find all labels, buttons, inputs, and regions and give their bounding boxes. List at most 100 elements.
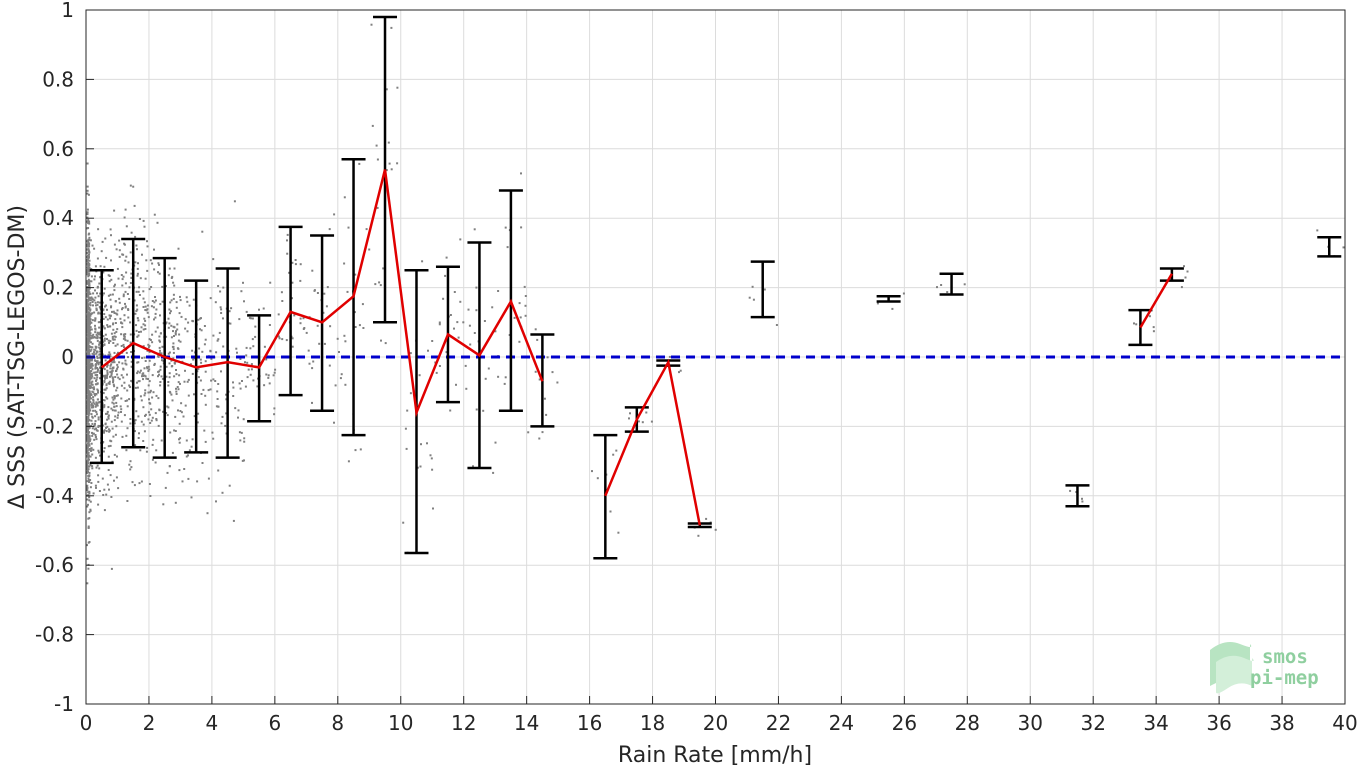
scatter-point	[90, 275, 93, 278]
scatter-point	[167, 352, 170, 355]
scatter-point	[294, 263, 297, 266]
scatter-point	[204, 360, 207, 363]
scatter-point	[145, 377, 148, 380]
scatter-point	[175, 301, 178, 304]
scatter-point	[87, 227, 90, 229]
scatter-point	[158, 373, 160, 376]
scatter-point	[714, 528, 717, 531]
scatter-point	[150, 286, 153, 288]
scatter-point	[142, 297, 145, 300]
scatter-point	[95, 486, 97, 489]
scatter-point	[254, 335, 257, 338]
scatter-point	[149, 339, 152, 341]
scatter-point	[168, 322, 171, 325]
scatter-point	[361, 303, 364, 306]
scatter-point	[245, 346, 248, 349]
scatter-point	[151, 333, 154, 336]
scatter-point	[155, 418, 158, 420]
scatter-point	[160, 375, 163, 378]
scatter-point	[123, 387, 126, 390]
scatter-point	[336, 337, 339, 340]
scatter-point	[87, 325, 90, 328]
scatter-point	[114, 322, 117, 324]
scatter-point	[86, 293, 89, 295]
scatter-point	[158, 409, 161, 412]
scatter-point	[462, 321, 465, 324]
scatter-point	[376, 158, 379, 161]
scatter-point	[288, 271, 291, 274]
scatter-point	[86, 385, 89, 388]
scatter-point	[99, 454, 101, 457]
scatter-point	[153, 362, 156, 365]
scatter-point	[88, 263, 91, 265]
scatter-point	[159, 381, 162, 383]
scatter-point	[1152, 326, 1155, 329]
scatter-point	[144, 277, 147, 280]
scatter-point	[89, 464, 92, 467]
scatter-point	[118, 255, 121, 258]
scatter-point	[181, 480, 184, 483]
scatter-point	[153, 213, 156, 216]
scatter-point	[504, 376, 507, 379]
logo-line-1: smos	[1262, 646, 1308, 668]
scatter-point	[112, 359, 115, 362]
scatter-point	[87, 442, 89, 445]
scatter-point	[88, 424, 91, 427]
scatter-point	[291, 281, 294, 284]
scatter-point	[110, 360, 113, 363]
scatter-point	[110, 278, 113, 281]
scatter-point	[118, 378, 121, 381]
scatter-point	[159, 303, 162, 306]
scatter-point	[88, 266, 91, 269]
scatter-point	[86, 405, 89, 408]
scatter-point	[323, 342, 326, 345]
scatter-point	[354, 449, 357, 452]
scatter-point	[177, 409, 179, 412]
scatter-point	[123, 319, 126, 322]
scatter-point	[139, 277, 142, 280]
scatter-point	[175, 330, 177, 333]
scatter-point	[112, 402, 115, 405]
scatter-point	[106, 425, 109, 428]
scatter-point	[86, 273, 89, 276]
scatter-point	[90, 348, 93, 351]
scatter-point	[87, 249, 90, 252]
scatter-point	[121, 278, 124, 281]
scatter-point	[91, 319, 94, 322]
scatter-point	[96, 376, 99, 379]
scatter-point	[281, 338, 284, 341]
scatter-point	[122, 293, 125, 296]
scatter-point	[138, 294, 141, 296]
scatter-point	[258, 308, 260, 311]
scatter-point	[114, 335, 117, 338]
scatter-point	[91, 364, 94, 367]
scatter-point	[151, 341, 154, 344]
scatter-point	[110, 567, 113, 570]
scatter-point	[94, 420, 97, 423]
scatter-point	[105, 426, 107, 429]
scatter-point	[87, 403, 89, 406]
scatter-point	[136, 272, 139, 275]
scatter-point	[88, 496, 91, 499]
scatter-point	[748, 296, 751, 299]
scatter-point	[113, 395, 116, 398]
y-tick-label: 0	[61, 345, 74, 369]
scatter-point	[86, 445, 89, 448]
scatter-point	[116, 373, 119, 376]
scatter-point	[86, 408, 89, 411]
scatter-point	[180, 315, 183, 318]
scatter-point	[252, 379, 255, 382]
scatter-point	[376, 206, 379, 209]
scatter-point	[173, 267, 176, 270]
scatter-point	[382, 267, 385, 270]
scatter-point	[212, 437, 215, 440]
scatter-point	[176, 328, 179, 331]
scatter-point	[249, 347, 252, 350]
scatter-point	[178, 422, 181, 425]
scatter-point	[190, 496, 193, 499]
scatter-point	[164, 486, 167, 489]
scatter-point	[419, 465, 422, 468]
scatter-point	[133, 422, 136, 425]
scatter-point	[307, 349, 310, 352]
scatter-point	[291, 297, 293, 300]
